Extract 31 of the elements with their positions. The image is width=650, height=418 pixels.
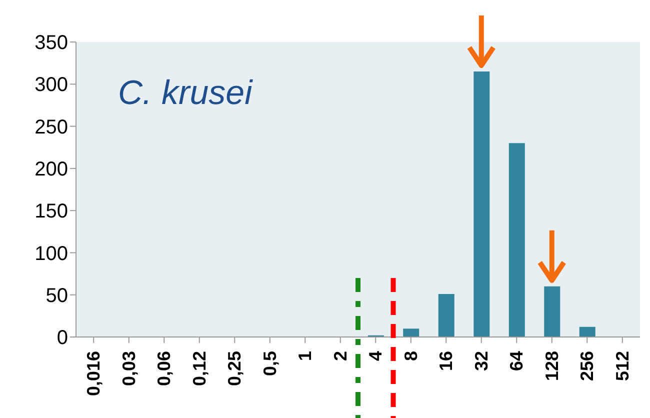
- bar: [474, 72, 490, 337]
- bar: [438, 294, 454, 337]
- x-tick-label: 512: [612, 351, 632, 382]
- bar: [579, 326, 596, 337]
- x-tick-label: 0,016: [84, 351, 104, 396]
- text: C. krusei: [118, 74, 254, 112]
- x-tick-label: 2: [330, 351, 350, 362]
- x-tick-label: 0,06: [154, 351, 174, 386]
- bar: [508, 143, 525, 337]
- x-tick-label: 4: [366, 351, 386, 362]
- x-tick-label: 0,5: [260, 351, 280, 376]
- x-tick-label: 64: [506, 351, 527, 372]
- x-tick-label: 128: [542, 351, 562, 382]
- bar: [403, 328, 420, 337]
- x-tick-label: 1: [295, 351, 316, 362]
- x-tick-label: 0,12: [189, 351, 210, 386]
- y-tick-label: 50: [46, 284, 68, 307]
- x-tick-label: 0,25: [224, 351, 245, 386]
- y-tick-label: 100: [34, 242, 68, 265]
- y-tick-label: 250: [34, 116, 68, 138]
- x-tick-label: 32: [471, 351, 492, 372]
- y-tick-label: 150: [34, 200, 68, 223]
- y-tick-label: 200: [34, 158, 68, 181]
- y-tick-label: 0: [56, 327, 68, 350]
- x-tick-label: 256: [577, 351, 598, 382]
- x-tick-label: 8: [400, 351, 421, 362]
- y-tick-label: 300: [34, 74, 68, 96]
- x-tick-label: 0,03: [118, 351, 139, 386]
- x-tick-label: 16: [436, 351, 456, 372]
- bar: [544, 286, 560, 337]
- y-tick-label: 350: [34, 32, 68, 54]
